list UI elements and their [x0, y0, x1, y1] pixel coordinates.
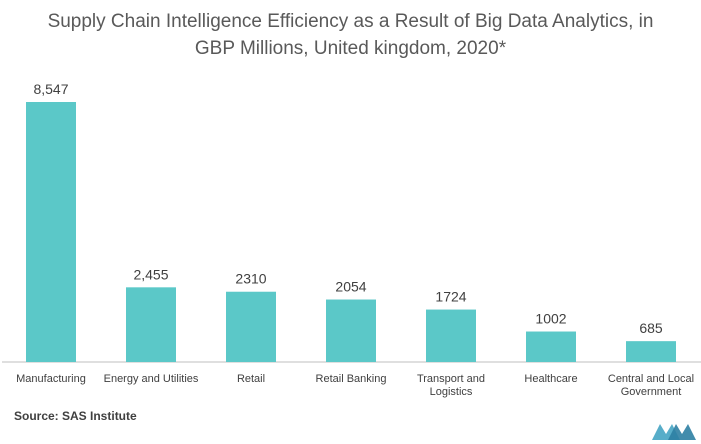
x-tick-label: Retail Banking	[316, 373, 387, 385]
x-tick-label: Retail	[237, 373, 265, 385]
chart-title-line-1: Supply Chain Intelligence Efficiency as …	[47, 11, 654, 32]
x-tick-label: Central and Local	[608, 373, 694, 385]
x-tick-label: Transport and	[417, 373, 485, 385]
bar	[326, 299, 376, 362]
x-tick-label: Energy and Utilities	[104, 373, 199, 385]
bar	[26, 102, 76, 362]
bar	[526, 331, 576, 362]
x-tick-label: Manufacturing	[16, 373, 86, 385]
source-note: Source: SAS Institute	[14, 409, 137, 423]
data-label: 1724	[435, 289, 466, 305]
mordor-intelligence-logo-icon	[652, 424, 696, 440]
chart-title-line-2: GBP Millions, United kingdom, 2020*	[194, 38, 507, 59]
bar	[126, 287, 176, 362]
data-label: 2,455	[133, 266, 168, 282]
data-label: 2310	[235, 271, 266, 287]
bar	[626, 341, 676, 362]
data-label: 2054	[335, 279, 366, 295]
data-label: 1002	[535, 311, 566, 327]
x-tick-label: Logistics	[430, 386, 473, 398]
data-label: 8,547	[33, 81, 68, 97]
x-tick-label: Healthcare	[524, 373, 577, 385]
chart-title: Supply Chain Intelligence Efficiency as …	[20, 8, 681, 62]
bar	[226, 291, 276, 362]
x-tick-label: Government	[621, 386, 682, 398]
bar	[426, 309, 476, 362]
data-label: 685	[639, 320, 663, 336]
